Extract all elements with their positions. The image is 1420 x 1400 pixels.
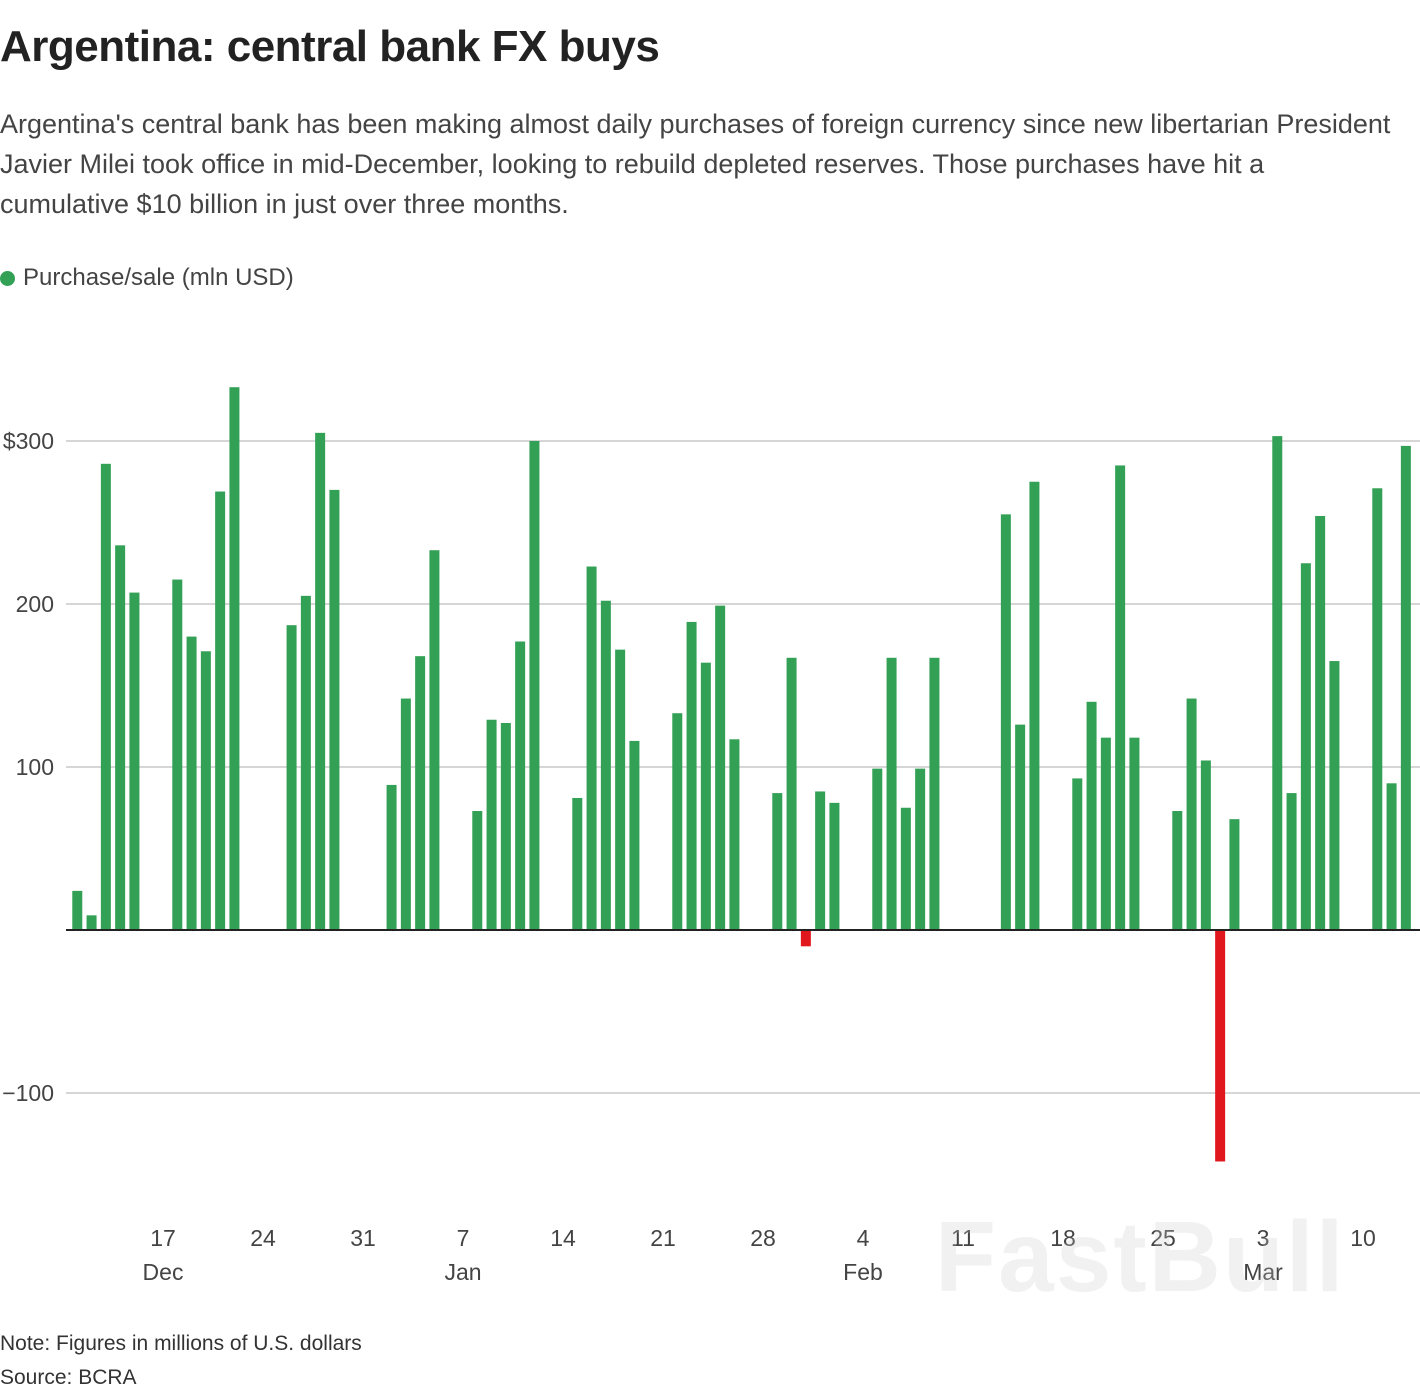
y-tick-label: 200 [16,591,54,617]
y-tick-label: −100 [2,1080,54,1106]
chart-source: Source: BCRA [0,1366,137,1389]
x-month-label: Dec [143,1259,184,1285]
bar [1272,436,1283,930]
bar [1329,661,1340,930]
x-tick-label: 7 [457,1225,470,1251]
x-tick-label: 28 [750,1225,776,1251]
watermark: FastBull [935,1201,1346,1313]
bar [329,489,340,930]
bar [686,621,697,930]
chart-subtitle: Argentina's central bank has been making… [0,109,1391,219]
bar [1029,481,1040,930]
bar [300,595,311,930]
bar [429,550,440,930]
bar [315,432,326,930]
x-tick-label: 18 [1050,1225,1076,1251]
x-tick-label: 31 [350,1225,376,1251]
bar [1115,465,1126,930]
bar [1072,778,1083,930]
bar [1286,793,1297,930]
y-axis-ticks: $300 200 100 −100 [2,428,54,1106]
bar [572,797,583,930]
chart-note: Note: Figures in millions of U.S. dollar… [0,1332,362,1355]
bar [515,641,526,930]
x-tick-label: 17 [150,1225,176,1251]
bar [472,811,483,930]
x-month-label: Jan [444,1259,481,1285]
bar [1000,514,1011,930]
bar [1229,819,1240,930]
bar [186,636,197,930]
x-tick-label: 10 [1350,1225,1376,1251]
bar [1386,783,1397,930]
legend-label: Purchase/sale (mln USD) [23,264,294,291]
x-tick-label: 21 [650,1225,676,1251]
bar [215,491,226,930]
bar [500,722,511,930]
bar [1129,737,1140,930]
bar [1015,724,1026,930]
bar [72,890,83,930]
bar [115,545,126,930]
bar [129,592,140,930]
bar [829,802,840,930]
chart-title: Argentina: central bank FX buys [0,22,660,71]
x-tick-label: 11 [951,1225,975,1251]
bar [729,739,740,930]
bar [815,791,826,930]
x-axis-ticks: 17 Dec 24 31 7 Jan 14 21 28 4 Feb 11 18 25 3 Mar 10 [143,1225,1376,1285]
bar [586,566,597,930]
bar [772,793,783,930]
x-month-label: Mar [1243,1259,1283,1285]
x-tick-label: 3 [1257,1225,1270,1251]
bar [1300,563,1311,930]
bar [615,649,626,930]
bar [1172,811,1183,930]
bar [1400,445,1411,930]
x-tick-label: 4 [857,1225,870,1251]
bar [672,713,683,930]
bar [600,600,611,930]
bar [715,605,726,930]
bars [72,387,1411,1162]
bar [100,463,111,930]
bar [172,579,183,930]
bar [415,656,426,930]
bar [629,740,640,930]
bar [786,657,797,930]
legend-swatch [0,270,15,286]
y-tick-label: $300 [3,428,54,454]
x-tick-label: 24 [250,1225,276,1251]
bar [86,915,97,930]
bar [200,651,211,930]
x-month-label: Feb [843,1259,883,1285]
bar [900,807,911,930]
legend: Purchase/sale (mln USD) [0,264,294,292]
x-tick-label: 14 [550,1225,576,1251]
bar [872,768,883,930]
bar [1186,698,1197,930]
bar-chart: $300 200 100 −100 17 Dec 24 31 7 Jan 14 21 28 4 Feb 11… [2,387,1420,1285]
x-tick-label: 25 [1150,1225,1176,1251]
bar [1372,488,1383,930]
bar [486,719,497,930]
bar [1200,760,1211,930]
bar [929,657,940,930]
bar [286,625,297,930]
bar [386,784,397,930]
y-tick-label: 100 [16,754,54,780]
bar [400,698,411,930]
bar [1315,515,1326,930]
bar [915,768,926,930]
bar [886,657,897,930]
bar [1086,701,1097,930]
bar [700,662,711,930]
bar [1215,930,1226,1162]
bar [529,441,540,930]
bar [1100,737,1111,930]
bar [800,930,811,947]
bar [229,387,240,931]
